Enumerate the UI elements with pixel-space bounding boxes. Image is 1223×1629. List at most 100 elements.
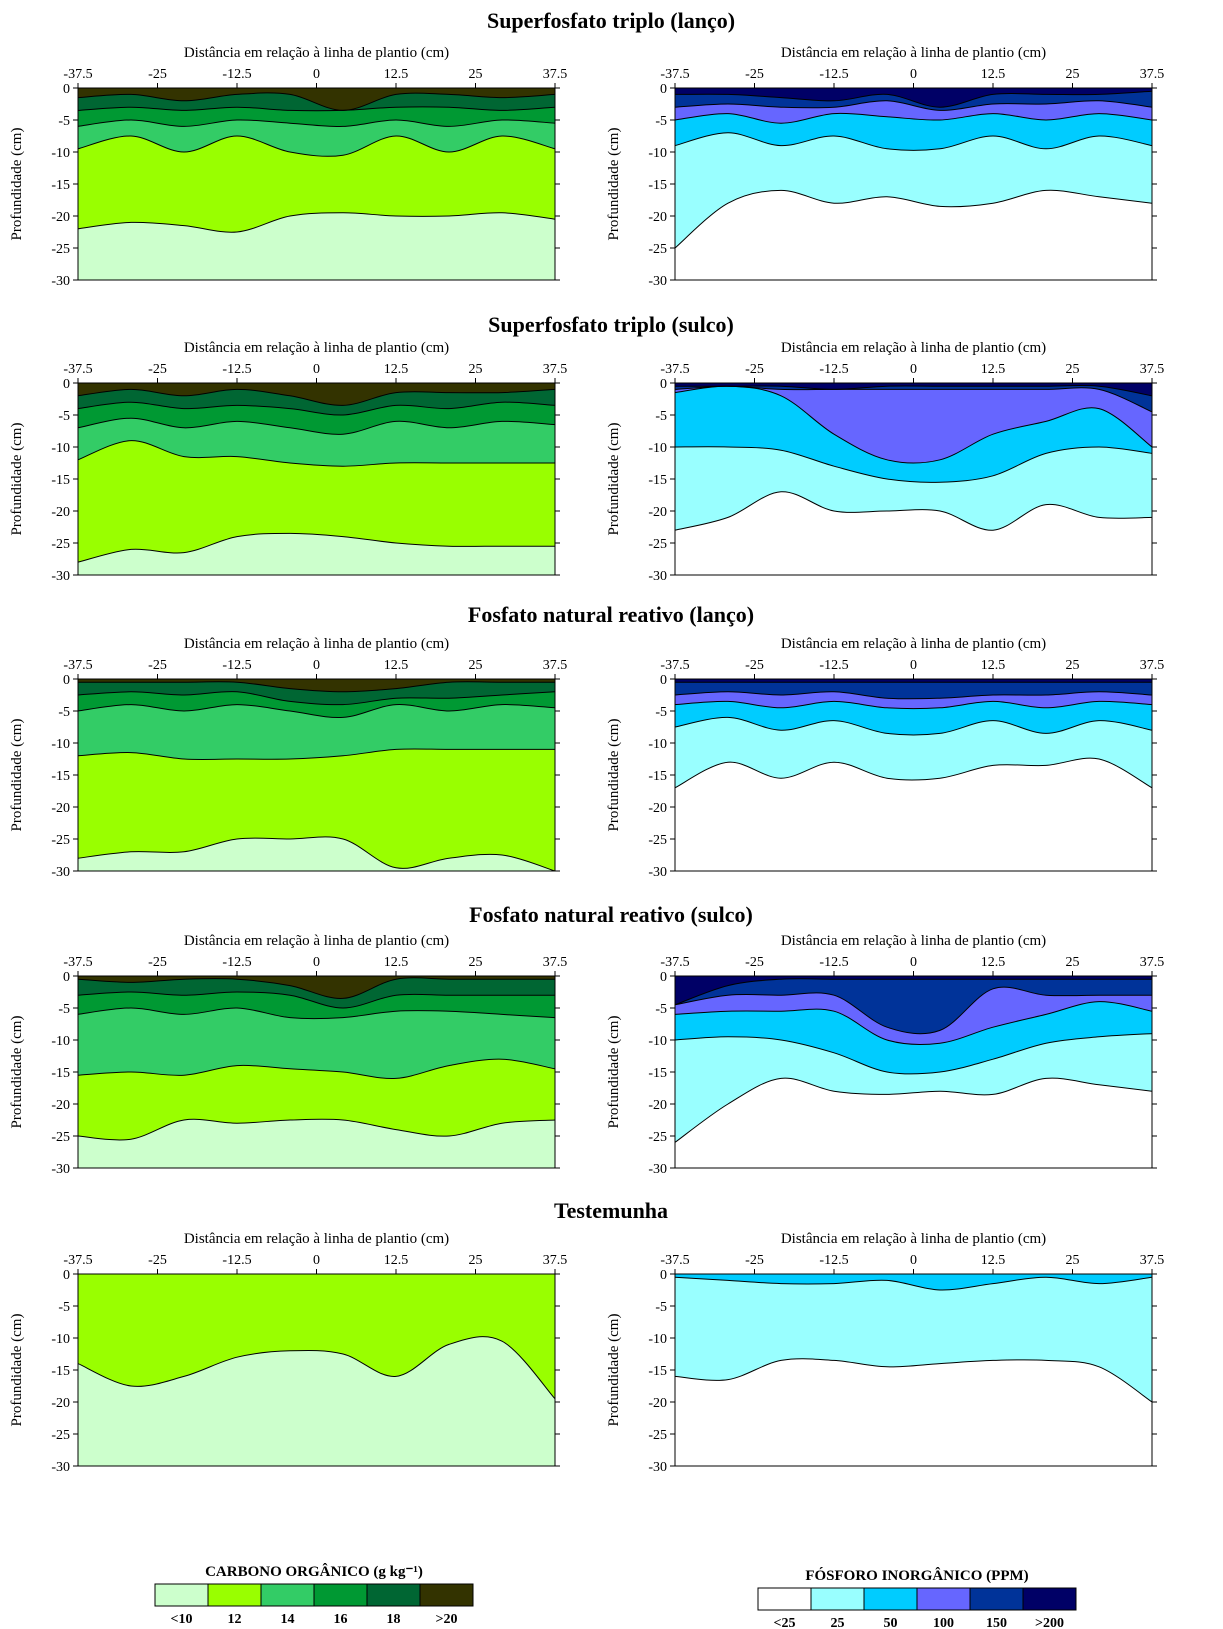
- x-tick-label: 0: [313, 955, 320, 970]
- contour-line-phosphorus-0-2: [674, 112, 1153, 124]
- y-tick-label: -10: [51, 146, 70, 161]
- x-tick-label: 37.5: [543, 658, 568, 673]
- y-tick-label: -30: [648, 1162, 667, 1177]
- contour-band-phosphorus-3-3: [675, 1001, 1152, 1075]
- contour-line-phosphorus-4-1: [674, 1358, 1153, 1403]
- contour-line-phosphorus-3-2: [674, 1001, 1153, 1046]
- contour-line-phosphorus-3-4: [674, 1077, 1153, 1143]
- contour-line-carbon-2-4: [77, 836, 556, 872]
- contour-line-phosphorus-2-3: [674, 716, 1153, 736]
- carbon-legend-swatch: [366, 1583, 421, 1607]
- x-tick-label: 37.5: [1140, 955, 1165, 970]
- contour-line-carbon-1-1: [77, 401, 556, 416]
- y-tick-label: -20: [648, 1396, 667, 1411]
- contour-band-phosphorus-0-1: [675, 91, 1152, 111]
- y-axis-label: Profundidade (cm): [9, 128, 25, 241]
- y-tick-label: -25: [648, 1130, 667, 1145]
- contour-band-carbon-2-1: [78, 681, 555, 705]
- y-tick-label: -15: [648, 1364, 667, 1379]
- contour-line-carbon-3-2: [77, 1007, 556, 1020]
- y-tick-label: -25: [51, 242, 70, 257]
- y-tick-label: -20: [648, 1098, 667, 1113]
- y-tick-label: 0: [63, 377, 70, 392]
- contour-line-carbon-0-4: [77, 212, 556, 233]
- phosphorus-legend-label: 25: [831, 1616, 845, 1629]
- y-tick-label: -10: [51, 1332, 70, 1347]
- group-titles: Superfosfato triplo (lanço) Superfosfato …: [468, 8, 754, 1223]
- x-tick-label: 0: [313, 362, 320, 377]
- row-1: -37.5 -25 -12.5 0 12.5 25 37.5 0 -5 -10 -15 -20 -25 -…: [9, 340, 1164, 584]
- y-tick-label: -10: [51, 1034, 70, 1049]
- carbon-legend-label: >20: [436, 1612, 458, 1627]
- carbon-legend-title: CARBONO ORGÂNICO (g kg⁻¹): [205, 1563, 423, 1580]
- y-tick-label: -25: [648, 833, 667, 848]
- x-tick-label: 37.5: [1140, 658, 1165, 673]
- phosphorus-legend-label: >200: [1035, 1616, 1064, 1629]
- y-tick-label: -15: [51, 473, 70, 488]
- y-tick-label: -10: [648, 737, 667, 752]
- x-axis-label: Distância em relação à linha de plantio …: [781, 1231, 1046, 1247]
- contour-band-phosphorus-1-3: [675, 386, 1152, 483]
- phosphorus-legend-label: 150: [986, 1616, 1007, 1629]
- contour-line-phosphorus-1-3: [674, 446, 1153, 483]
- contour-band-carbon-1-3: [78, 418, 555, 467]
- y-axis-label: Profundidade (cm): [606, 1016, 622, 1129]
- contour-line-phosphorus-4-0: [674, 1276, 1153, 1291]
- panels: -37.5 -25 -12.5 0 12.5 25 37.5 0 -5 -10 -15 -20 -25 -…: [9, 45, 1164, 1475]
- carbon-legend: CARBONO ORGÂNICO (g kg⁻¹) <10 12 14 16 18 >20: [154, 1563, 474, 1627]
- x-tick-label: -25: [148, 658, 167, 673]
- y-tick-label: -25: [648, 1428, 667, 1443]
- group-title: Fosfato natural reativo (lanço): [468, 602, 754, 627]
- carbon-legend-label: 16: [334, 1612, 348, 1627]
- carbon-legend-swatch: [313, 1583, 368, 1607]
- contour-band-carbon-2-0: [78, 679, 555, 692]
- contour-band-carbon-0-4: [78, 135, 555, 233]
- x-tick-label: -37.5: [660, 955, 689, 970]
- y-axis-label: Profundidade (cm): [606, 128, 622, 241]
- contour-line-phosphorus-0-0: [674, 90, 1153, 108]
- row-2: -37.5 -25 -12.5 0 12.5 25 37.5 0 -5 -10 -15 -20 -25 -…: [9, 636, 1164, 880]
- y-tick-label: -5: [655, 409, 667, 424]
- row-3: -37.5 -25 -12.5 0 12.5 25 37.5 0 -5 -10 -15 -20 -25 -…: [9, 933, 1164, 1177]
- contour-line-phosphorus-3-3: [674, 1033, 1153, 1075]
- phosphorus-legend-swatch: [757, 1587, 812, 1611]
- y-tick-label: -5: [58, 1002, 70, 1017]
- contour-band-phosphorus-2-5: [675, 758, 1152, 871]
- contour-line-carbon-1-0: [77, 388, 556, 406]
- x-tick-label: 12.5: [384, 955, 409, 970]
- group-title: Superfosfato triplo (sulco): [488, 312, 734, 337]
- x-tick-label: 25: [1066, 1253, 1080, 1268]
- contour-band-phosphorus-0-2: [675, 100, 1152, 124]
- y-tick-label: -10: [648, 1034, 667, 1049]
- phosphorus-legend: FÓSFORO INORGÂNICO (PPM) <25 25 50 100 150 >20…: [757, 1567, 1077, 1629]
- contour-band-carbon-0-2: [78, 106, 555, 127]
- contour-band-carbon-1-0: [78, 383, 555, 406]
- x-axis-label: Distância em relação à linha de plantio …: [781, 340, 1046, 356]
- contour-band-phosphorus-3-4: [675, 1033, 1152, 1143]
- group-title: Testemunha: [554, 1198, 668, 1223]
- y-tick-label: -5: [58, 114, 70, 129]
- contour-band-phosphorus-3-5: [675, 1078, 1152, 1168]
- y-tick-label: -30: [648, 865, 667, 880]
- contour-band-phosphorus-1-1: [675, 385, 1152, 412]
- x-tick-label: -37.5: [63, 362, 92, 377]
- x-axis-label: Distância em relação à linha de plantio …: [184, 45, 449, 61]
- contour-line-carbon-3-4: [77, 1118, 556, 1141]
- y-tick-label: -5: [58, 1300, 70, 1315]
- contour-band-carbon-3-1: [78, 977, 555, 1008]
- x-tick-label: 25: [469, 955, 483, 970]
- contour-band-carbon-0-1: [78, 92, 555, 111]
- contour-line-phosphorus-3-1: [674, 986, 1152, 1035]
- contour-band-carbon-3-2: [78, 992, 555, 1019]
- y-tick-label: 0: [660, 82, 667, 97]
- x-tick-label: -12.5: [222, 362, 251, 377]
- contour-line-carbon-0-3: [77, 135, 556, 157]
- x-tick-label: 37.5: [543, 67, 568, 82]
- y-tick-label: -5: [58, 409, 70, 424]
- x-tick-label: -25: [745, 955, 764, 970]
- y-tick-label: -10: [648, 441, 667, 456]
- x-tick-label: -37.5: [63, 67, 92, 82]
- y-tick-label: -10: [51, 737, 70, 752]
- contour-line-phosphorus-2-4: [674, 757, 1153, 789]
- x-tick-label: 0: [910, 67, 917, 82]
